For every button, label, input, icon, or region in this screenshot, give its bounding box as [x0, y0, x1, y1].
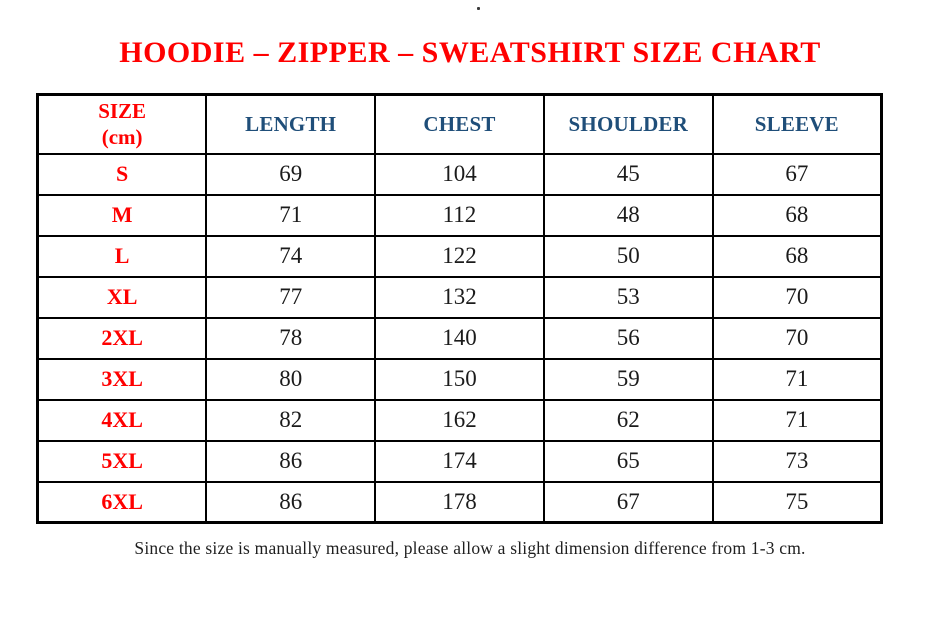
- table-row: 4XL 82 162 62 71: [36, 398, 883, 442]
- chest-cell: 140: [374, 316, 545, 360]
- size-cell: XL: [36, 275, 208, 319]
- chest-cell: 150: [374, 357, 545, 401]
- length-cell: 86: [205, 439, 377, 483]
- length-cell: 78: [205, 316, 377, 360]
- shoulder-cell: 65: [542, 439, 714, 483]
- chest-cell: 132: [374, 275, 545, 319]
- shoulder-cell: 45: [542, 152, 714, 196]
- chest-cell: 178: [374, 480, 545, 524]
- size-chart-table: SIZE (cm) LENGTH CHEST SHOULDER SLEEVE S…: [36, 93, 883, 524]
- sleeve-cell: 71: [711, 357, 883, 401]
- table-row: L 74 122 50 68: [36, 234, 883, 278]
- chest-cell: 162: [374, 398, 545, 442]
- size-cell: 5XL: [36, 439, 208, 483]
- shoulder-cell: 62: [542, 398, 714, 442]
- chest-cell: 174: [374, 439, 545, 483]
- shoulder-cell: 53: [542, 275, 714, 319]
- shoulder-cell: 50: [542, 234, 714, 278]
- column-header-length: LENGTH: [205, 93, 377, 155]
- sleeve-cell: 73: [711, 439, 883, 483]
- length-cell: 74: [205, 234, 377, 278]
- table-row: 5XL 86 174 65 73: [36, 439, 883, 483]
- sleeve-cell: 75: [711, 480, 883, 524]
- sleeve-cell: 70: [711, 275, 883, 319]
- size-header-line1: SIZE: [98, 99, 147, 124]
- column-header-size: SIZE (cm): [36, 93, 208, 155]
- length-cell: 71: [205, 193, 377, 237]
- stray-dot: [477, 7, 480, 10]
- table-row: S 69 104 45 67: [36, 152, 883, 196]
- shoulder-cell: 67: [542, 480, 714, 524]
- size-cell: L: [36, 234, 208, 278]
- chest-cell: 104: [374, 152, 545, 196]
- length-cell: 69: [205, 152, 377, 196]
- sleeve-cell: 68: [711, 234, 883, 278]
- table-row: 2XL 78 140 56 70: [36, 316, 883, 360]
- sleeve-cell: 67: [711, 152, 883, 196]
- table-header-row: SIZE (cm) LENGTH CHEST SHOULDER SLEEVE: [36, 93, 883, 155]
- sleeve-cell: 68: [711, 193, 883, 237]
- page-title: HOODIE – ZIPPER – SWEATSHIRT SIZE CHART: [119, 36, 821, 69]
- size-header-line2: (cm): [101, 125, 143, 150]
- measurement-disclaimer: Since the size is manually measured, ple…: [134, 538, 806, 558]
- shoulder-cell: 56: [542, 316, 714, 360]
- column-header-chest: CHEST: [374, 93, 545, 155]
- size-cell: S: [36, 152, 208, 196]
- table-row: 6XL 86 178 67 75: [36, 480, 883, 524]
- size-cell: 3XL: [36, 357, 208, 401]
- length-cell: 80: [205, 357, 377, 401]
- size-cell: M: [36, 193, 208, 237]
- column-header-shoulder: SHOULDER: [542, 93, 714, 155]
- shoulder-cell: 48: [542, 193, 714, 237]
- size-cell: 2XL: [36, 316, 208, 360]
- chest-cell: 122: [374, 234, 545, 278]
- size-cell: 6XL: [36, 480, 208, 524]
- length-cell: 77: [205, 275, 377, 319]
- length-cell: 82: [205, 398, 377, 442]
- table-row: XL 77 132 53 70: [36, 275, 883, 319]
- table-row: 3XL 80 150 59 71: [36, 357, 883, 401]
- length-cell: 86: [205, 480, 377, 524]
- sleeve-cell: 70: [711, 316, 883, 360]
- column-header-sleeve: SLEEVE: [711, 93, 883, 155]
- size-cell: 4XL: [36, 398, 208, 442]
- table-row: M 71 112 48 68: [36, 193, 883, 237]
- chest-cell: 112: [374, 193, 545, 237]
- shoulder-cell: 59: [542, 357, 714, 401]
- sleeve-cell: 71: [711, 398, 883, 442]
